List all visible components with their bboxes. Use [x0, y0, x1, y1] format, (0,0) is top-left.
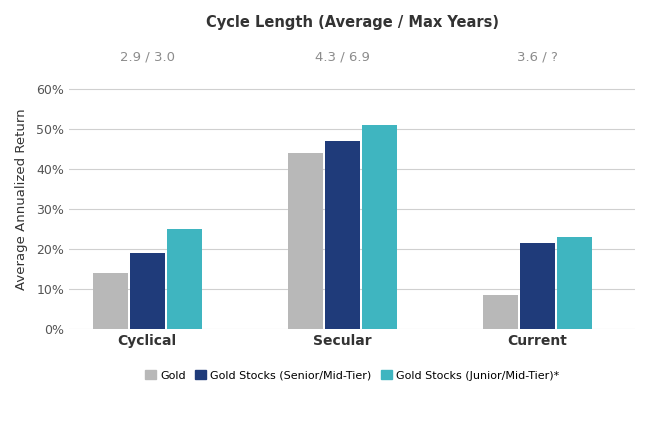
- Bar: [288, 153, 323, 329]
- Bar: [362, 125, 397, 329]
- Bar: [483, 295, 518, 329]
- Bar: [92, 273, 128, 329]
- Legend: Gold, Gold Stocks (Senior/Mid-Tier), Gold Stocks (Junior/Mid-Tier)*: Gold, Gold Stocks (Senior/Mid-Tier), Gol…: [140, 366, 564, 385]
- Bar: [325, 141, 360, 329]
- Y-axis label: Average Annualized Return: Average Annualized Return: [15, 108, 28, 290]
- Bar: [520, 243, 555, 329]
- Bar: [130, 253, 165, 329]
- Bar: [557, 237, 592, 329]
- Title: Cycle Length (Average / Max Years): Cycle Length (Average / Max Years): [205, 15, 499, 30]
- Bar: [167, 229, 202, 329]
